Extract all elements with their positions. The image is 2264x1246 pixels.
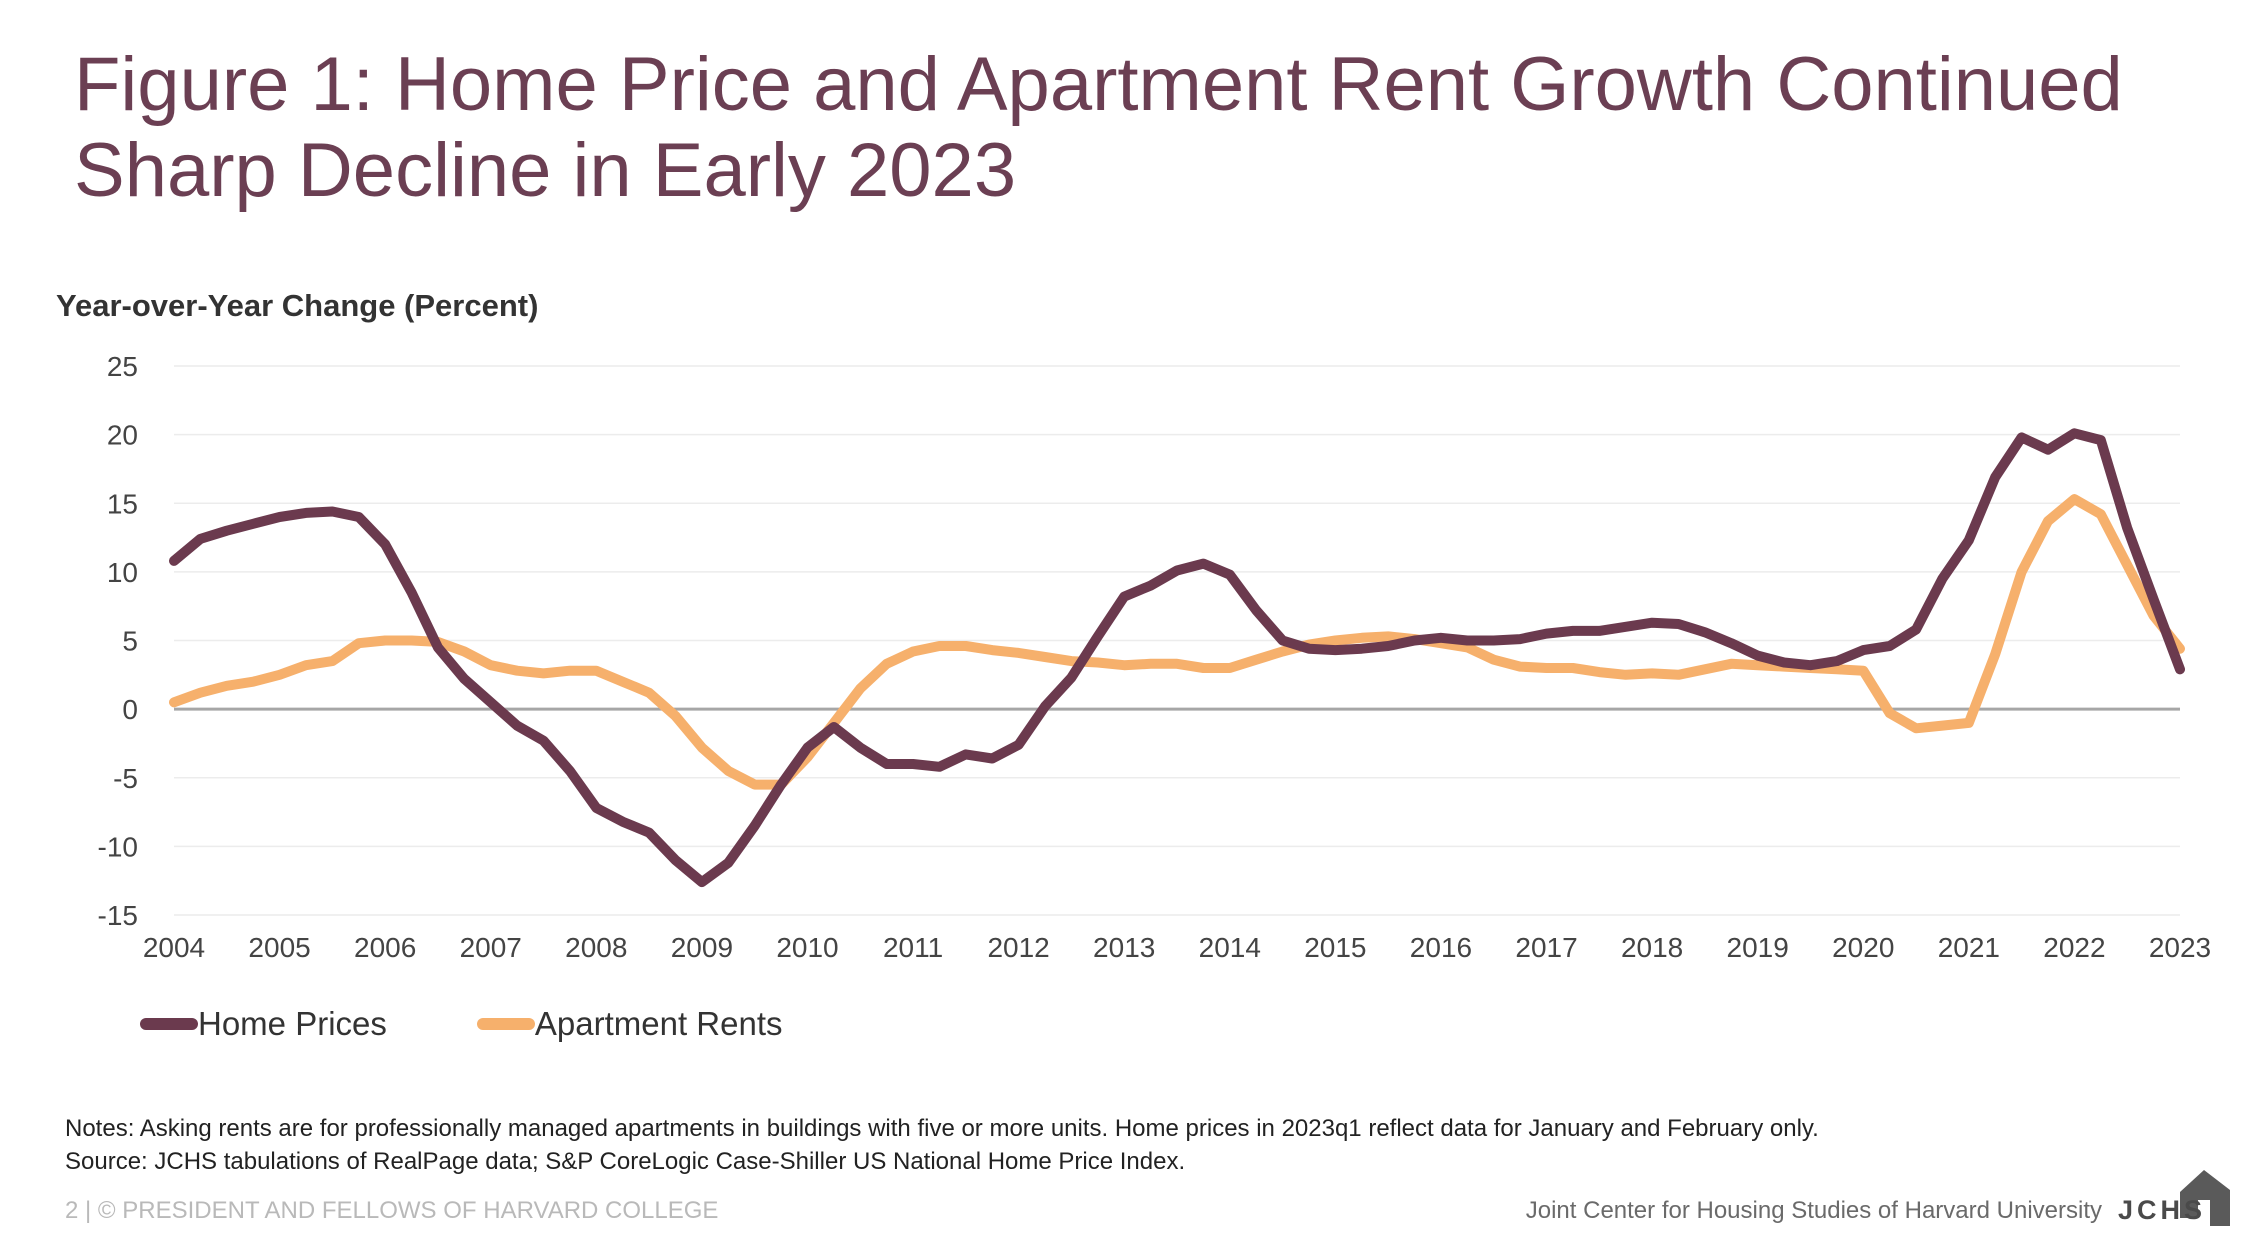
title-line-2: Sharp Decline in Early 2023 [74, 128, 1017, 213]
y-tick-label: 15 [107, 488, 138, 519]
chart-notes: Notes: Asking rents are for professional… [65, 1112, 1819, 1178]
x-tick-label: 2006 [354, 932, 416, 963]
legend-label-home-prices: Home Prices [198, 1005, 387, 1042]
source-text: Source: JCHS tabulations of RealPage dat… [65, 1148, 1186, 1175]
line-chart: -15 -10 -5 0 5 10 15 20 25 2004 2005 2006 2007 2008 20… [98, 351, 2212, 963]
legend-swatch-apartment-rents [476, 1018, 535, 1030]
y-tick-label: -15 [98, 900, 138, 931]
series-line-apartment-rents [169, 494, 2185, 790]
chart-legend: Home Prices Apartment Rents [140, 1004, 873, 1044]
x-tick-label: 2020 [1832, 932, 1894, 963]
y-tick-label: 5 [122, 626, 138, 657]
y-tick-label: 10 [107, 557, 138, 588]
house-icon [2180, 1170, 2230, 1226]
x-tick-label: 2011 [883, 932, 943, 963]
x-tick-label: 2007 [460, 932, 522, 963]
y-tick-label: 0 [122, 694, 138, 725]
y-tick-label: 20 [107, 420, 138, 451]
title-line-1: Figure 1: Home Price and Apartment Rent … [74, 42, 2123, 127]
page-title: Figure 1: Home Price and Apartment Rent … [74, 42, 2194, 214]
legend-item-home-prices: Home Prices [140, 1005, 387, 1043]
x-tick-label: 2019 [1727, 932, 1789, 963]
x-tick-label: 2005 [248, 932, 310, 963]
x-tick-label: 2004 [143, 932, 205, 963]
y-tick-label: -5 [113, 763, 138, 794]
x-tick-label: 2008 [565, 932, 627, 963]
footer-organization: Joint Center for Housing Studies of Harv… [1525, 1197, 2102, 1224]
x-tick-label: 2010 [776, 932, 838, 963]
x-tick-label: 2014 [1199, 932, 1261, 963]
legend-label-apartment-rents: Apartment Rents [534, 1005, 783, 1042]
legend-swatch-home-prices [140, 1018, 198, 1030]
series-line-home-prices [169, 428, 2185, 888]
footer-copyright: 2 | © PRESIDENT AND FELLOWS OF HARVARD C… [65, 1197, 719, 1224]
x-tick-label: 2017 [1515, 932, 1577, 963]
y-tick-label: -10 [98, 831, 138, 862]
x-tick-label: 2018 [1621, 932, 1683, 963]
notes-text: Notes: Asking rents are for professional… [65, 1115, 1819, 1142]
jchs-logo: JCHS [2118, 1160, 2230, 1226]
legend-item-apartment-rents: Apartment Rents [476, 1005, 783, 1043]
x-tick-label: 2015 [1304, 932, 1366, 963]
x-tick-label: 2023 [2149, 932, 2211, 963]
x-tick-label: 2012 [987, 932, 1049, 963]
x-tick-label: 2021 [1938, 932, 2000, 963]
y-tick-label: 25 [107, 351, 138, 382]
x-tick-label: 2013 [1093, 932, 1155, 963]
logo-text: JCHS [2118, 1195, 2207, 1225]
x-tick-label: 2016 [1410, 932, 1472, 963]
x-tick-label: 2009 [671, 932, 733, 963]
x-tick-label: 2022 [2043, 932, 2105, 963]
y-axis-label: Year-over-Year Change (Percent) [56, 288, 539, 323]
